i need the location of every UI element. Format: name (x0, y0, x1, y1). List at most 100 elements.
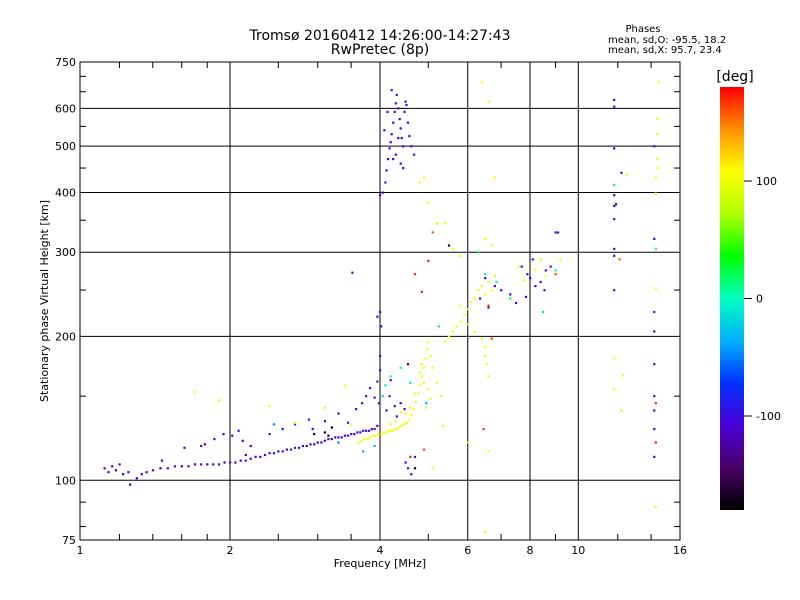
data-point (403, 110, 406, 113)
x-axis-label: Frequency [MHz] (334, 557, 426, 570)
data-point (413, 455, 417, 458)
data-point (425, 406, 428, 409)
data-point (526, 273, 529, 276)
data-point (544, 269, 547, 272)
data-point (380, 433, 383, 436)
data-point (305, 444, 308, 448)
data-point (160, 459, 164, 462)
data-point (293, 421, 297, 424)
data-point (613, 254, 616, 257)
data-point (447, 244, 451, 247)
data-point (493, 285, 496, 288)
data-point (390, 429, 393, 432)
data-point (404, 461, 407, 464)
data-point (399, 410, 402, 414)
data-point (394, 420, 397, 423)
data-point (484, 355, 487, 358)
data-point (145, 471, 148, 474)
data-point (653, 395, 656, 398)
data-point (379, 355, 382, 358)
data-point (427, 259, 430, 262)
y-tick-label: 300 (55, 246, 76, 259)
y-tick-labels: 75 100 200 300 400 500 600 750 (55, 56, 76, 547)
data-point (316, 441, 319, 444)
data-point (653, 310, 656, 314)
data-point (369, 387, 372, 390)
data-point (544, 274, 547, 277)
y-tick-label: 100 (55, 474, 76, 487)
data-point (323, 420, 326, 423)
data-point (385, 431, 388, 434)
data-point (404, 100, 407, 103)
data-point (613, 183, 616, 187)
data-point (395, 428, 398, 431)
data-point (398, 426, 401, 429)
data-points (103, 81, 660, 534)
data-point (413, 467, 417, 470)
data-point (614, 203, 618, 206)
data-point (395, 415, 398, 418)
data-point (254, 455, 257, 458)
data-point (406, 363, 410, 366)
data-point (656, 167, 659, 170)
data-point (531, 258, 534, 261)
data-point (613, 247, 616, 250)
data-point (613, 204, 616, 208)
data-point (365, 395, 368, 398)
data-point (653, 455, 656, 458)
data-point (554, 269, 557, 272)
data-point (405, 103, 408, 107)
data-point (487, 304, 490, 307)
data-point (268, 452, 271, 455)
data-point (399, 402, 402, 405)
data-point (379, 369, 382, 372)
data-point (353, 433, 356, 436)
data-point (422, 448, 426, 451)
data-point (403, 408, 406, 411)
data-point (426, 348, 429, 351)
data-point (363, 438, 366, 441)
data-point (244, 453, 247, 457)
data-point (412, 408, 415, 411)
data-point (369, 436, 372, 439)
data-point (523, 279, 526, 282)
data-point (373, 428, 376, 431)
data-point (625, 174, 628, 177)
data-point (406, 121, 410, 124)
y-tick-label: 500 (55, 140, 76, 153)
data-point (311, 428, 314, 431)
data-point (466, 308, 469, 311)
data-point (425, 402, 428, 405)
data-point (613, 218, 616, 221)
data-point (466, 441, 469, 444)
data-point (159, 467, 162, 470)
data-point (388, 395, 391, 398)
data-point (223, 461, 226, 464)
minor-ticks (80, 62, 680, 540)
data-point (361, 402, 364, 405)
data-point (397, 137, 400, 140)
data-point (405, 421, 408, 424)
data-point (480, 81, 483, 84)
data-point (653, 428, 656, 431)
data-point (554, 273, 557, 276)
data-point (477, 251, 480, 254)
data-point (487, 306, 490, 309)
data-point (539, 280, 542, 284)
data-point (389, 423, 392, 426)
data-point (385, 169, 388, 172)
data-point (485, 363, 488, 366)
data-point (180, 465, 183, 468)
data-point (613, 194, 616, 197)
data-point (459, 254, 462, 257)
data-point (327, 438, 330, 441)
data-point (473, 330, 476, 333)
data-point (427, 202, 430, 205)
data-point (334, 436, 337, 439)
data-point (657, 81, 660, 84)
data-point (183, 446, 186, 449)
data-point (355, 408, 358, 411)
data-point (400, 137, 403, 140)
colorbar (720, 87, 744, 510)
data-point (539, 258, 542, 261)
